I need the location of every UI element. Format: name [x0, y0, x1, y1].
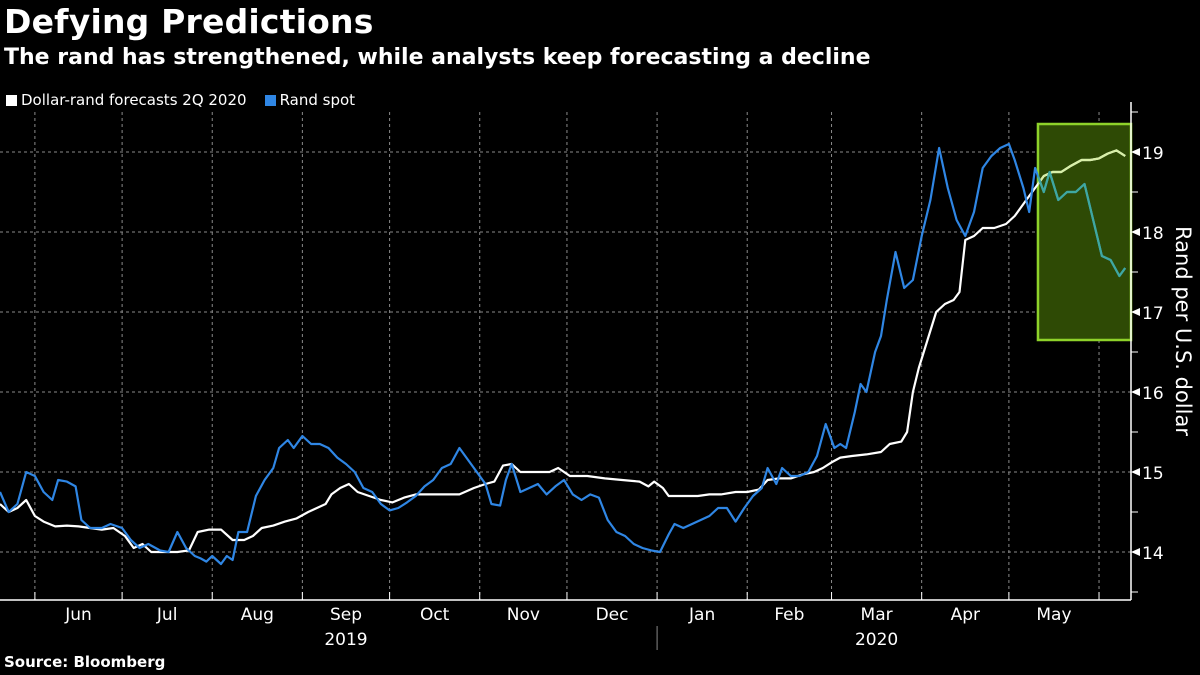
y-tick-label: 16	[1142, 384, 1164, 404]
x-tick-label: Sep	[330, 605, 362, 625]
axes: 14 15 16 17 18 19 Rand per U.S. dollar Jun Jul Au…	[0, 102, 1195, 650]
source-note: Source: Bloomberg	[4, 653, 166, 671]
x-tick-label: Oct	[420, 605, 450, 625]
chart-title: Defying Predictions	[4, 2, 374, 41]
y-tick	[1131, 148, 1140, 156]
x-tick-label: Jun	[64, 605, 92, 625]
legend-item-spot: Rand spot	[264, 91, 356, 109]
x-tick-label: May	[1036, 605, 1071, 625]
x-tick-label: Apr	[951, 605, 980, 625]
y-tick-label: 18	[1142, 224, 1164, 244]
x-tick-label: Jul	[156, 605, 178, 625]
legend-label-forecast: Dollar-rand forecasts 2Q 2020	[21, 91, 247, 109]
y-tick	[1131, 468, 1140, 476]
gridlines	[0, 112, 1131, 600]
x-year-label: 2019	[324, 630, 367, 650]
x-tick-label: Dec	[596, 605, 629, 625]
x-year-label: 2020	[855, 630, 898, 650]
legend-swatch-forecast	[6, 94, 17, 106]
x-tick-label: Mar	[861, 605, 893, 625]
y-tick-label: 15	[1142, 464, 1164, 484]
legend-label-spot: Rand spot	[279, 91, 356, 109]
y-tick	[1131, 388, 1140, 396]
y-tick	[1131, 548, 1140, 556]
chart-subtitle: The rand has strengthened, while analyst…	[4, 45, 871, 70]
legend: Dollar-rand forecasts 2Q 2020 Rand spot	[6, 91, 367, 109]
highlight-box-group	[1036, 122, 1133, 342]
series-lines	[0, 142, 1127, 566]
y-tick-label: 17	[1142, 304, 1164, 324]
y-tick-label: 19	[1142, 144, 1164, 164]
legend-swatch-spot	[264, 94, 276, 106]
x-tick-label: Nov	[507, 605, 540, 625]
spot-line-highlighted	[1037, 170, 1127, 278]
y-tick	[1131, 228, 1140, 236]
spot-line	[0, 142, 1127, 566]
highlight-box	[1037, 124, 1131, 340]
y-tick-label: 14	[1142, 544, 1164, 564]
forecast-line	[0, 149, 1126, 554]
forecast-line-highlighted	[1037, 149, 1126, 186]
y-axis-label: Rand per U.S. dollar	[1171, 226, 1195, 436]
x-tick-label: Aug	[241, 605, 274, 625]
x-tick-label: Feb	[774, 605, 804, 625]
legend-item-forecast: Dollar-rand forecasts 2Q 2020	[6, 91, 247, 109]
x-tick-label: Jan	[688, 605, 715, 625]
y-tick	[1131, 308, 1140, 316]
